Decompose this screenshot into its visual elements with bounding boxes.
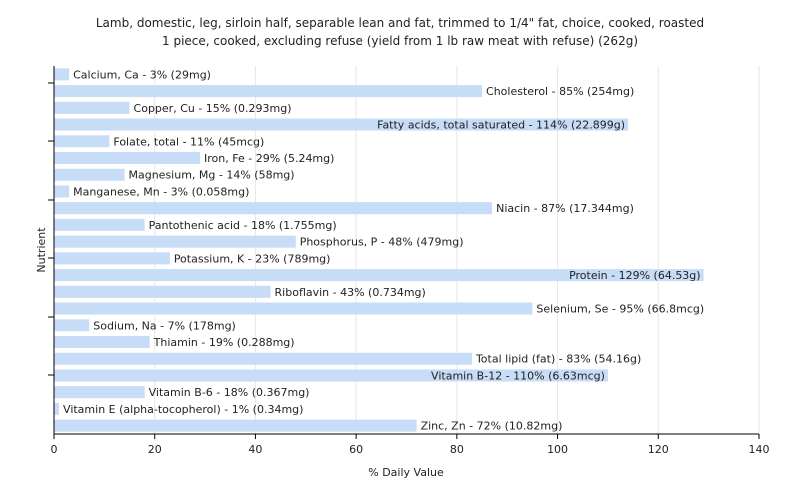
bar-label: Protein - 129% (64.53g) (569, 269, 701, 282)
x-tick-label: 60 (349, 443, 363, 456)
bar-label: Selenium, Se - 95% (66.8mcg) (536, 303, 704, 316)
bar-label: Magnesium, Mg - 14% (58mg) (129, 169, 295, 182)
x-ticks: 0 20 40 60 80 100 120 140 (51, 434, 770, 456)
x-tick-label: 120 (648, 443, 669, 456)
x-tick-label: 40 (248, 443, 262, 456)
y-ticks (48, 82, 54, 376)
x-axis-label: % Daily Value (368, 466, 444, 479)
bar-label: Thiamin - 19% (0.288mg) (153, 336, 295, 349)
bar-label: Total lipid (fat) - 83% (54.16g) (475, 353, 641, 366)
bar (54, 202, 493, 215)
x-tick-label: 20 (148, 443, 162, 456)
bar (54, 402, 60, 415)
bar (54, 101, 130, 114)
bar (54, 352, 472, 365)
bar (54, 369, 608, 382)
bar (54, 152, 201, 164)
bars (54, 68, 704, 432)
bar-label: Riboflavin - 43% (0.734mg) (275, 286, 426, 299)
bar-label: Fatty acids, total saturated - 114% (22.… (377, 119, 625, 132)
bar (54, 68, 70, 81)
bar (54, 302, 533, 315)
x-tick-label: 0 (51, 443, 58, 456)
bar (54, 235, 296, 248)
bar-label: Iron, Fe - 29% (5.24mg) (204, 152, 334, 165)
bar (54, 319, 90, 332)
bar-label: Niacin - 87% (17.344mg) (496, 202, 634, 215)
x-tick-label: 140 (749, 443, 770, 456)
bar (54, 218, 145, 231)
bar (54, 85, 483, 98)
bar-label: Vitamin B-6 - 18% (0.367mg) (149, 386, 310, 399)
bar-labels: Calcium, Ca - 3% (29mg) Cholesterol - 85%… (63, 68, 704, 432)
bar-label: Folate, total - 11% (45mcg) (113, 135, 264, 148)
bar-label: Zinc, Zn - 72% (10.82mg) (421, 420, 563, 433)
bar-label: Vitamin B-12 - 110% (6.63mcg) (431, 369, 605, 382)
bar-label: Potassium, K - 23% (789mg) (174, 252, 331, 265)
bar (54, 168, 125, 181)
bar-label: Manganese, Mn - 3% (0.058mg) (73, 185, 249, 198)
x-tick-label: 100 (547, 443, 568, 456)
bar (54, 135, 110, 148)
chart-title-line-1: Lamb, domestic, leg, sirloin half, separ… (96, 16, 704, 30)
bar (54, 386, 145, 399)
bar-label: Phosphorus, P - 48% (479mg) (300, 236, 464, 249)
bar-label: Cholesterol - 85% (254mg) (486, 85, 634, 98)
bar (54, 118, 629, 131)
x-tick-label: 80 (450, 443, 464, 456)
bar (54, 285, 271, 298)
y-axis-label: Nutrient (35, 227, 48, 273)
bar-label: Sodium, Na - 7% (178mg) (93, 319, 236, 332)
bar-label: Copper, Cu - 15% (0.293mg) (134, 102, 292, 115)
bar-label: Pantothenic acid - 18% (1.755mg) (149, 219, 337, 232)
bar-label: Vitamin E (alpha-tocopherol) - 1% (0.34m… (63, 403, 303, 416)
bar-label: Calcium, Ca - 3% (29mg) (73, 68, 211, 81)
bar (54, 252, 170, 265)
bar (54, 269, 704, 282)
bar (54, 185, 70, 198)
bar (54, 336, 150, 348)
bar (54, 419, 417, 432)
chart-title-line-2: 1 piece, cooked, excluding refuse (yield… (162, 34, 638, 48)
